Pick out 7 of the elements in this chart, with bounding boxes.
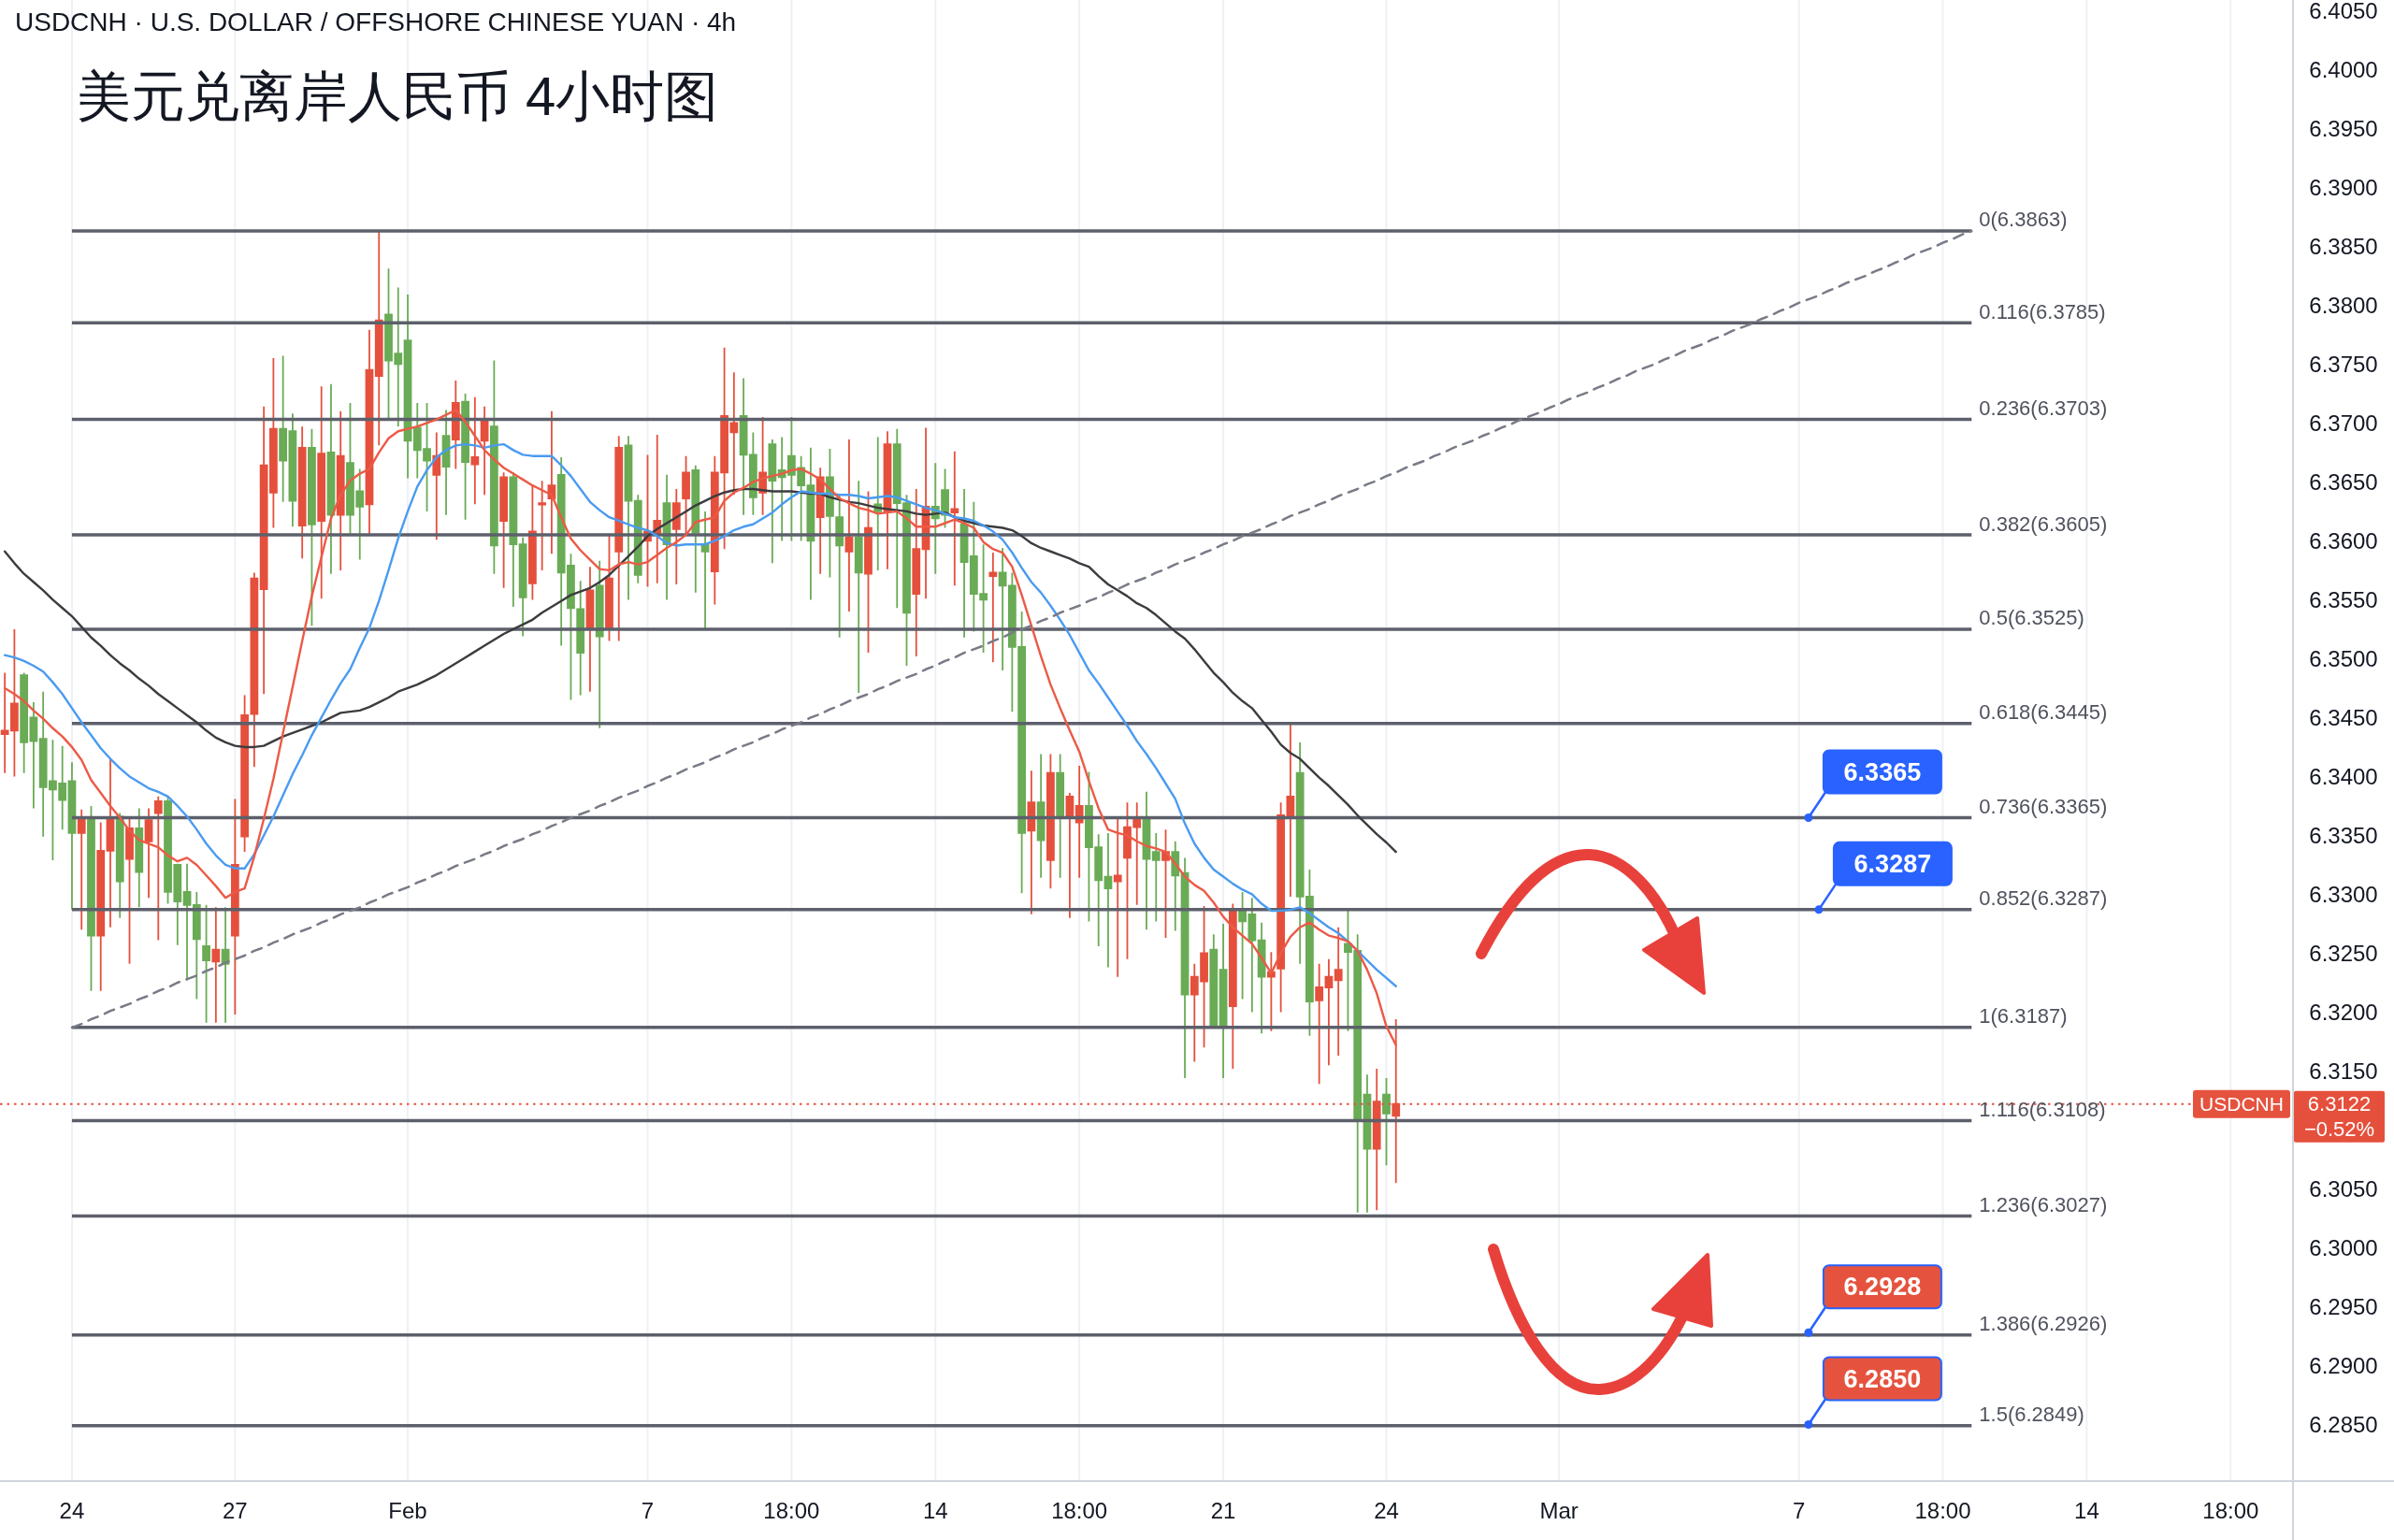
annotation: 6.2928 <box>1843 1273 1922 1302</box>
subtitle: USDCNH · U.S. DOLLAR / OFFSHORE CHINESE YUAN · 4h <box>15 7 737 36</box>
annotation: 6.3287 <box>1853 849 1932 878</box>
annotation: 6.2850 <box>1843 1364 1922 1393</box>
title: 美元兑离岸人民币 4小时图 <box>77 65 719 126</box>
annotation: 6.3365 <box>1843 757 1922 786</box>
ref-line-label: USDCNH <box>2199 1093 2284 1115</box>
